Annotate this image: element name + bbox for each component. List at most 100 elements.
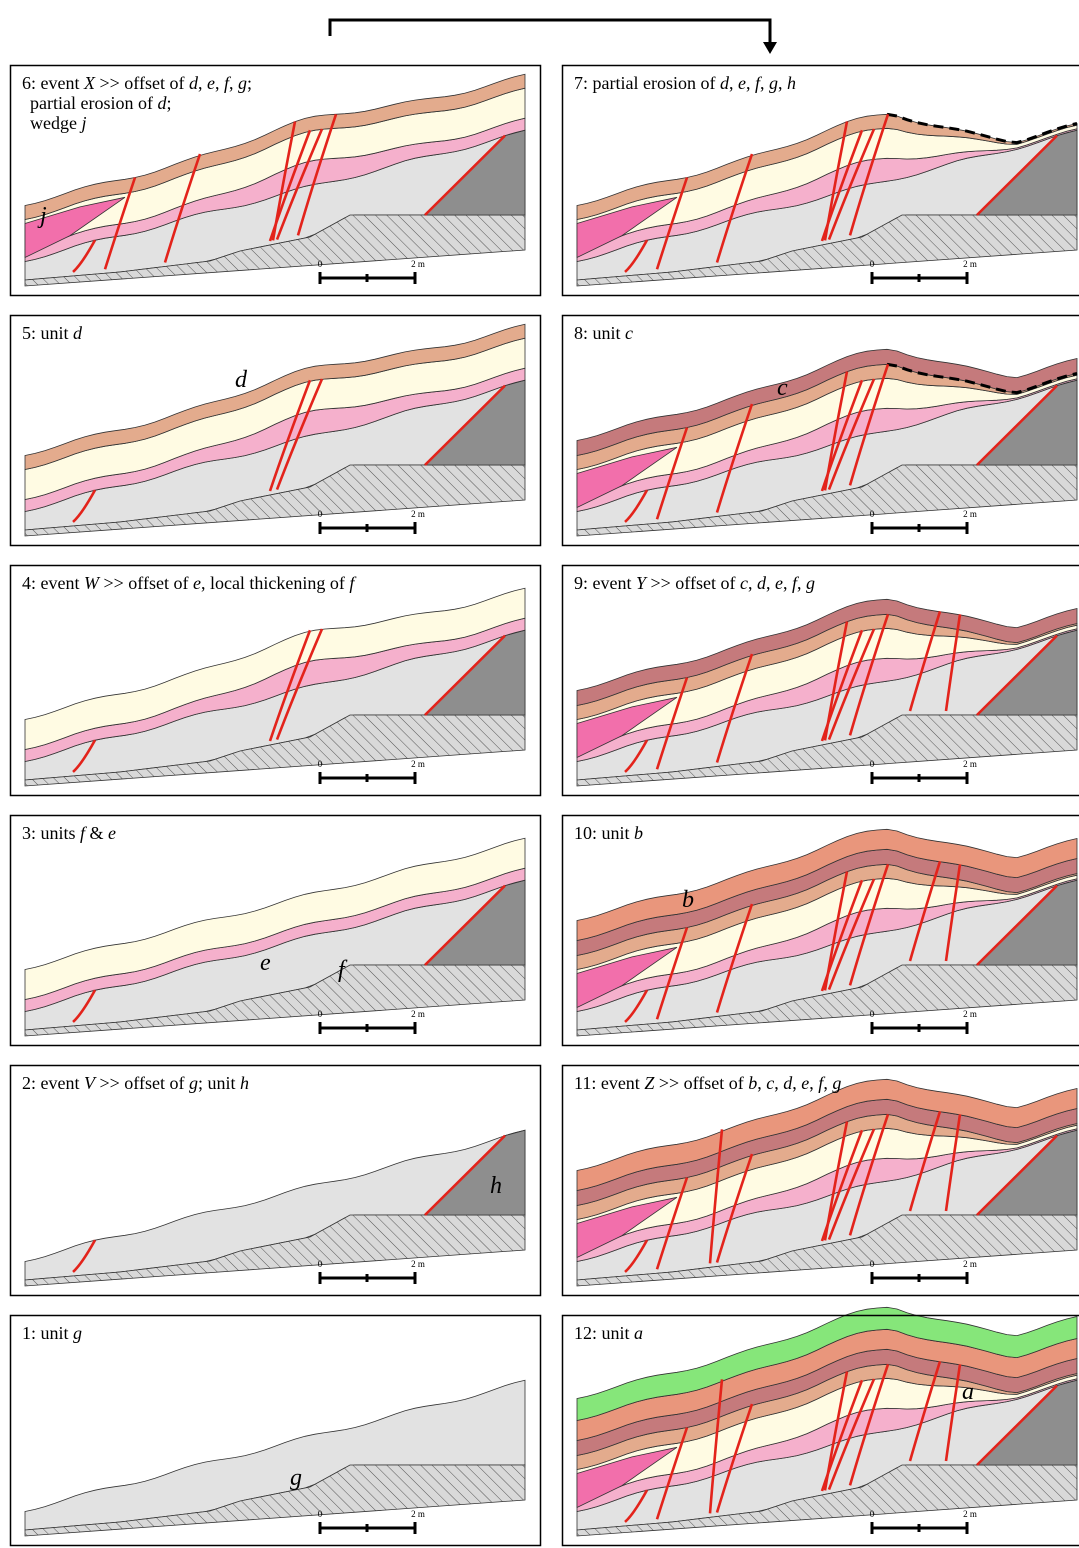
panel: 10: unit bb02 m — [563, 816, 1079, 1046]
caption-part: g — [806, 573, 815, 593]
scale-label: 2 m — [411, 509, 425, 519]
caption-part: g — [73, 1323, 82, 1343]
panel: 6: event X >> offset of d, e, f, g;parti… — [11, 66, 541, 296]
figure: 1: unit g g 0 2 m 2: event V >> offset of g;… — [0, 0, 1079, 1548]
caption-part: a — [634, 1323, 643, 1343]
caption-part: , — [229, 73, 238, 93]
caption-part: h — [787, 73, 796, 93]
caption-part: , — [760, 73, 769, 93]
scale-bar — [320, 772, 415, 784]
scale-label: 0 — [870, 1509, 875, 1519]
caption-part: h — [240, 1073, 249, 1093]
caption-part: 6: event — [22, 73, 84, 93]
caption-part: >> offset of — [95, 1073, 189, 1093]
caption-part: >> offset of — [99, 573, 193, 593]
scale-label: 0 — [318, 1509, 323, 1519]
caption: 11: event Z >> offset of b, c, d, e, f, … — [574, 1073, 841, 1093]
caption-part: b — [634, 823, 643, 843]
scale-label: 0 — [870, 509, 875, 519]
caption: partial erosion of d; — [30, 93, 171, 113]
caption-part: 11: event — [574, 1073, 644, 1093]
unit-label: e — [260, 950, 271, 976]
caption-part: , — [746, 73, 755, 93]
scale-label: 2 m — [411, 1259, 425, 1269]
caption-part: , — [729, 73, 738, 93]
caption-part: e — [801, 1073, 809, 1093]
caption-part: e — [738, 73, 746, 93]
scale-bar — [872, 272, 967, 284]
sequence-arrow — [330, 20, 770, 44]
caption-part: , local thickening of — [201, 573, 349, 593]
arrow-head — [763, 42, 777, 54]
scale-label: 2 m — [411, 259, 425, 269]
caption: 7: partial erosion of d, e, f, g, h — [574, 73, 796, 93]
scale-label: 0 — [870, 1259, 875, 1269]
caption-part: 12: unit — [574, 1323, 634, 1343]
caption-part: ; — [247, 73, 252, 93]
scale-bar — [320, 1522, 415, 1534]
caption-part: e — [207, 73, 215, 93]
panel: 11: event Z >> offset of b, c, d, e, f, … — [563, 1066, 1079, 1296]
caption-part: 7: partial erosion of — [574, 73, 720, 93]
caption-part: f — [349, 573, 357, 593]
caption-part: ; unit — [198, 1073, 240, 1093]
caption: 2: event V >> offset of g; unit h — [22, 1073, 249, 1093]
caption-part: , — [809, 1073, 818, 1093]
caption-part: d — [73, 323, 83, 343]
unit-label: h — [490, 1173, 502, 1199]
scale-label: 0 — [318, 1259, 323, 1269]
caption-part: >> offset of — [95, 73, 189, 93]
caption-part: e — [193, 573, 201, 593]
caption-part: 1: unit — [22, 1323, 73, 1343]
caption: 4: event W >> offset of e, local thicken… — [22, 573, 357, 593]
scale-label: 0 — [318, 759, 323, 769]
caption-part: e — [108, 823, 116, 843]
scale-label: 2 m — [963, 759, 977, 769]
caption-part: 3: units — [22, 823, 80, 843]
caption-part: & — [85, 823, 108, 843]
scale-bar — [872, 522, 967, 534]
caption: 9: event Y >> offset of c, d, e, f, g — [574, 573, 815, 593]
caption-part: g — [189, 1073, 198, 1093]
scale-label: 0 — [870, 1009, 875, 1019]
caption-part: 4: event — [22, 573, 84, 593]
scale-bar — [872, 1272, 967, 1284]
unit-label: c — [777, 375, 788, 401]
caption-part: , — [757, 1073, 766, 1093]
scale-label: 0 — [870, 259, 875, 269]
caption-part: , — [198, 73, 207, 93]
caption: 3: units f & e — [22, 823, 116, 843]
scale-bar — [320, 1272, 415, 1284]
caption-part: g — [238, 73, 247, 93]
unit-label: b — [682, 887, 694, 913]
scale-label: 2 m — [411, 1009, 425, 1019]
caption-part: , — [778, 73, 787, 93]
unit-label: d — [235, 367, 248, 393]
scale-bar — [872, 1522, 967, 1534]
caption-part: , — [792, 1073, 801, 1093]
unit-label: g — [290, 1465, 302, 1491]
caption-part: j — [79, 113, 86, 133]
caption-part: , — [774, 1073, 783, 1093]
scale-label: 0 — [318, 509, 323, 519]
caption-part: b — [748, 1073, 757, 1093]
panel: 5: unit dd02 m — [11, 316, 541, 546]
scale-bar — [872, 1022, 967, 1034]
scale-label: 0 — [318, 259, 323, 269]
caption-part: , — [215, 73, 224, 93]
caption-part: , — [783, 573, 792, 593]
caption-part: g — [832, 1073, 841, 1093]
caption-part: g — [769, 73, 778, 93]
scale-bar — [320, 272, 415, 284]
caption-part: , — [748, 573, 757, 593]
unit-label: a — [962, 1379, 974, 1405]
caption-part: c — [766, 1073, 774, 1093]
scale-label: 2 m — [963, 509, 977, 519]
caption: 12: unit a — [574, 1323, 643, 1343]
scale-label: 0 — [318, 1009, 323, 1019]
scale-bar — [872, 772, 967, 784]
scale-label: 2 m — [963, 259, 977, 269]
